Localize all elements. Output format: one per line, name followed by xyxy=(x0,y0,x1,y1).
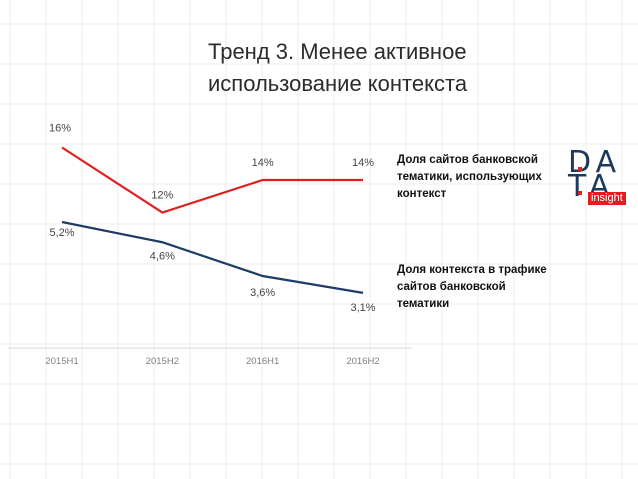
chart-title-line-2: использование контекста xyxy=(208,71,468,96)
data-label: 16% xyxy=(49,123,71,135)
data-label: 4,6% xyxy=(150,250,175,262)
series-line-1 xyxy=(61,146,363,214)
data-label: 14% xyxy=(352,157,374,169)
legend-red-line-3: контекст xyxy=(397,188,447,200)
series-line-2 xyxy=(61,220,364,294)
data-insight-logo: DA TA insight xyxy=(566,148,632,212)
data-label: 3,1% xyxy=(350,302,375,314)
logo-dot-1 xyxy=(578,167,582,171)
chart-title-line-1: Тренд 3. Менее активное xyxy=(208,39,467,64)
data-label: 3,6% xyxy=(250,287,275,299)
data-label: 12% xyxy=(151,190,173,202)
x-tick-label: 2015H1 xyxy=(45,356,78,367)
logo-subtitle: insight xyxy=(588,192,626,205)
legend-entry-context-traffic-share: Доля контекста в трафике сайтов банковск… xyxy=(397,262,567,313)
data-label: 14% xyxy=(252,157,274,169)
legend-entry-sites-using-context: Доля сайтов банковской тематики, использ… xyxy=(397,152,567,203)
legend-red-line-2: тематики, использующих xyxy=(397,171,542,183)
legend-blue-line-3: тематики xyxy=(397,298,450,310)
legend-blue-line-2: сайтов банковской xyxy=(397,281,506,293)
logo-dot-2 xyxy=(578,191,582,195)
logo-line-1: DA xyxy=(568,145,622,180)
data-label: 5,2% xyxy=(49,227,74,239)
legend-red-line-1: Доля сайтов банковской xyxy=(397,154,539,166)
x-tick-label: 2015H2 xyxy=(146,356,179,367)
legend-blue-line-1: Доля контекста в трафике xyxy=(397,264,547,276)
x-tick-label: 2016H1 xyxy=(246,356,279,367)
chart-title: Тренд 3. Менее активное использование ко… xyxy=(208,36,548,100)
x-tick-label: 2016H2 xyxy=(346,356,379,367)
